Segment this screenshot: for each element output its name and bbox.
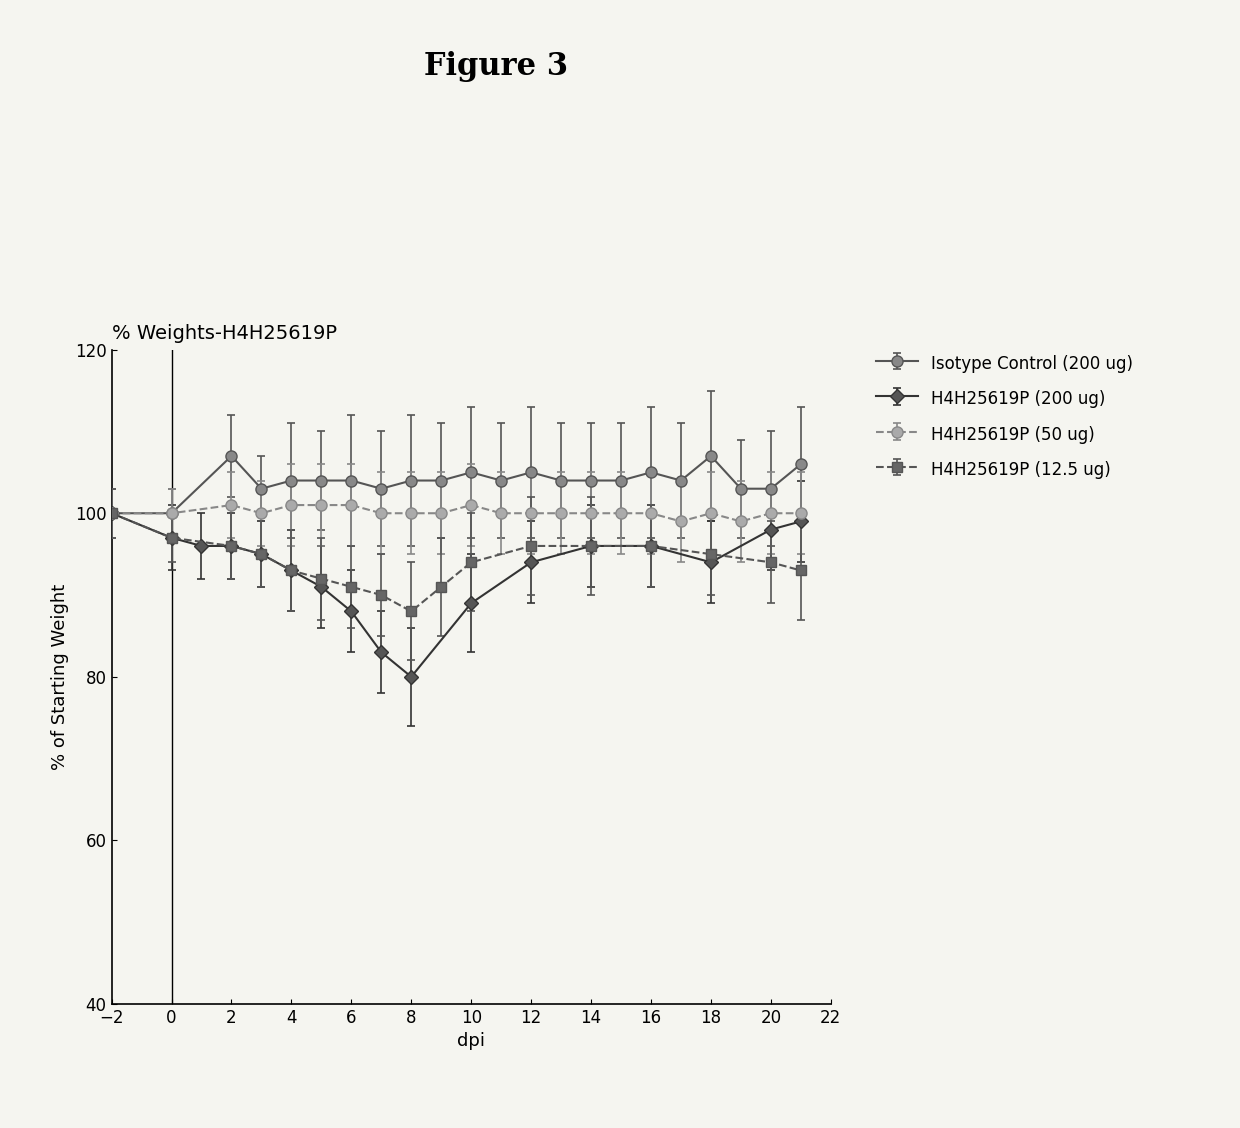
Y-axis label: % of Starting Weight: % of Starting Weight — [51, 583, 69, 770]
X-axis label: dpi: dpi — [458, 1032, 485, 1050]
Text: % Weights-H4H25619P: % Weights-H4H25619P — [112, 324, 336, 343]
Legend: Isotype Control (200 ug), H4H25619P (200 ug), H4H25619P (50 ug), H4H25619P (12.5: Isotype Control (200 ug), H4H25619P (200… — [868, 345, 1142, 488]
Text: Figure 3: Figure 3 — [424, 51, 568, 81]
